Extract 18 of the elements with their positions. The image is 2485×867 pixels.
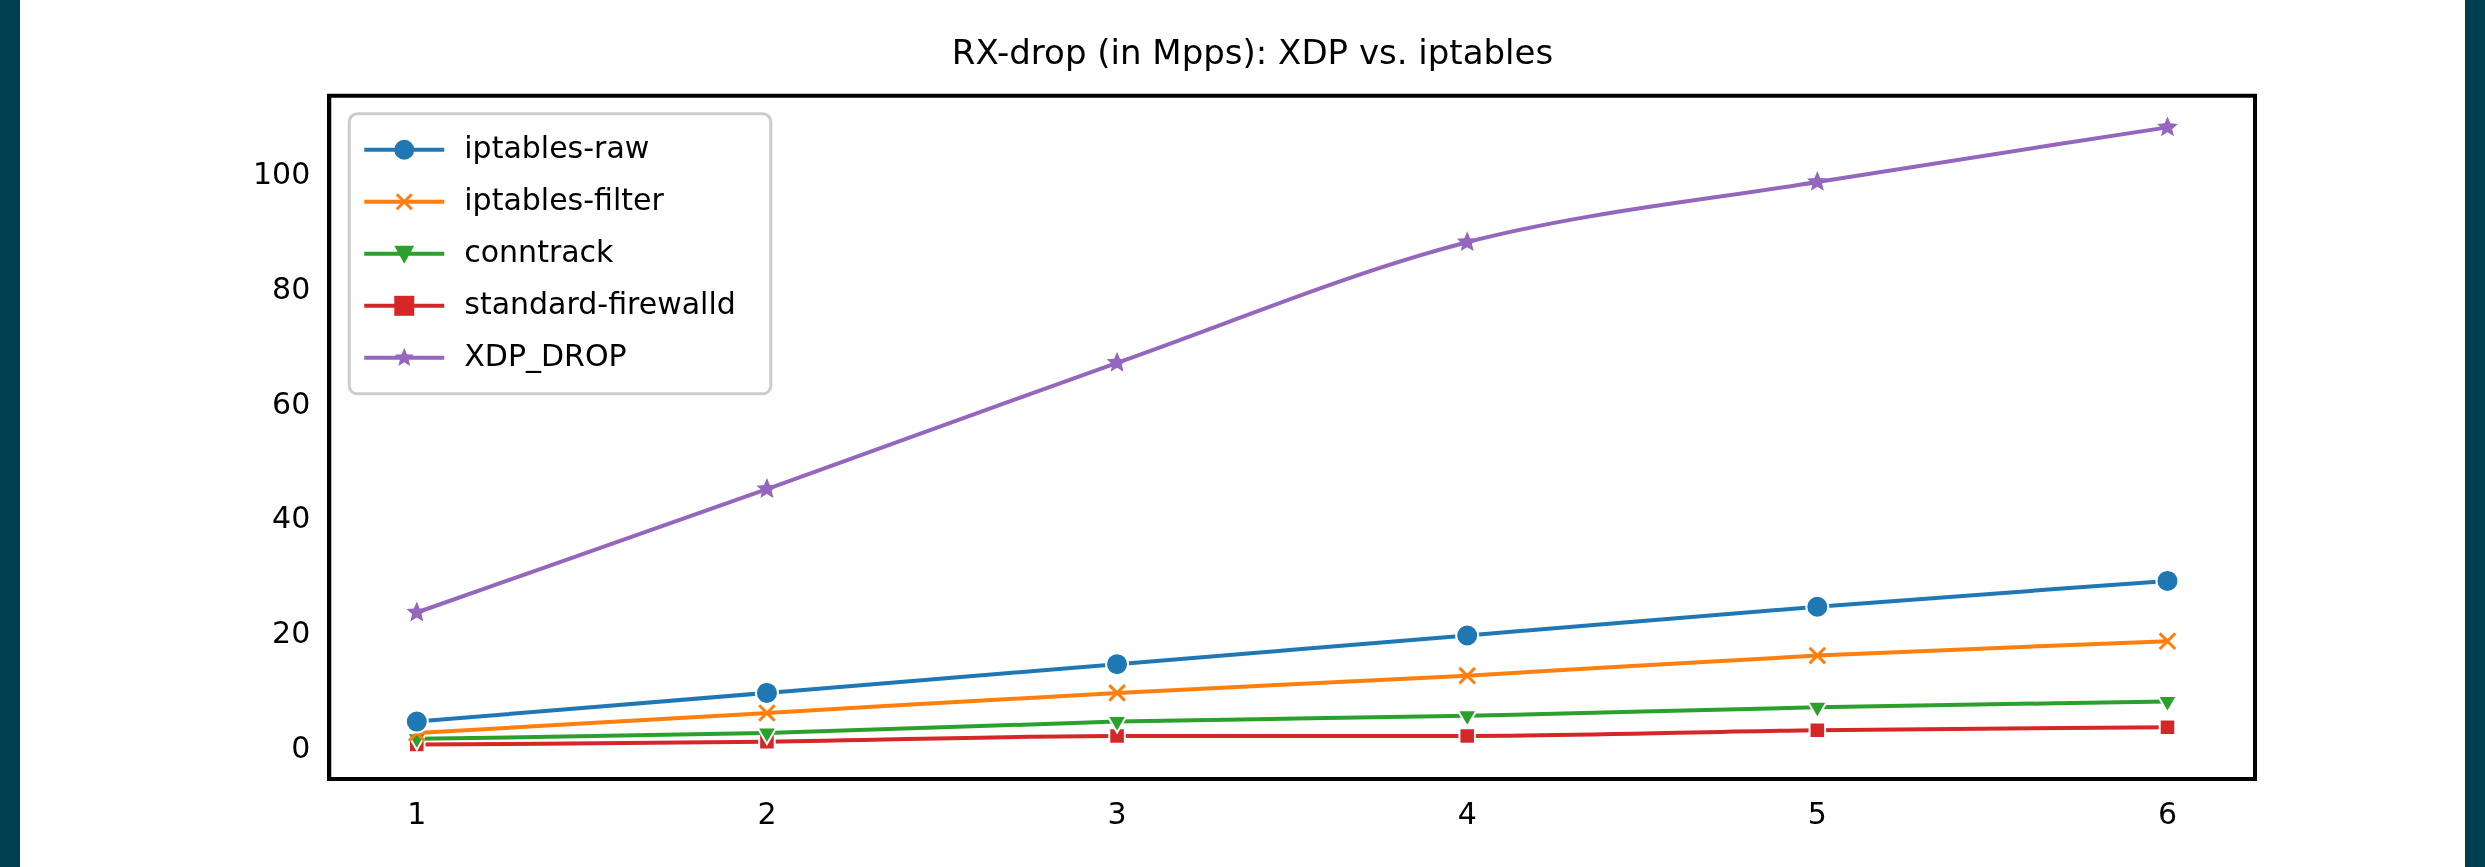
- legend-label: standard-firewalld: [464, 285, 736, 321]
- y-tick-label: 40: [272, 500, 311, 536]
- legend-label: conntrack: [464, 233, 615, 269]
- y-tick-label: 60: [272, 385, 311, 421]
- legend-label: XDP_DROP: [464, 337, 627, 373]
- legend-label: iptables-filter: [464, 181, 665, 217]
- y-tick-label: 100: [253, 155, 311, 191]
- y-tick-label: 80: [272, 270, 311, 306]
- chart-title: RX-drop (in Mpps): XDP vs. iptables: [951, 32, 1554, 73]
- x-tick-label: 3: [1107, 795, 1127, 831]
- x-tick-label: 4: [1457, 795, 1477, 831]
- legend-label: iptables-raw: [464, 129, 650, 165]
- x-tick-label: 2: [757, 795, 777, 831]
- x-tick-label: 1: [407, 795, 427, 831]
- y-tick-label: 20: [272, 615, 311, 651]
- x-tick-label: 6: [2157, 795, 2178, 831]
- y-tick-label: 0: [291, 730, 311, 766]
- x-tick-label: 5: [1807, 795, 1827, 831]
